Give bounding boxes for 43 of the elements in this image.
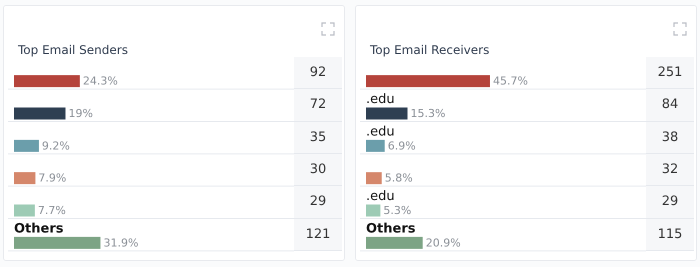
bar — [14, 204, 35, 216]
data-label: 251 — [646, 57, 694, 90]
bar — [14, 75, 80, 88]
y-tick-label: Others — [14, 221, 64, 236]
data-label: 9.2% — [42, 139, 70, 152]
y-tick-label: .edu — [366, 189, 395, 204]
data-label: 5.8% — [384, 172, 413, 185]
bar — [366, 172, 382, 184]
chart-title: Top Email Receivers — [369, 43, 490, 57]
bar — [14, 236, 100, 249]
data-label: 29 — [294, 186, 342, 219]
data-label: 35 — [294, 122, 342, 154]
y-tick-label: .edu — [366, 92, 395, 107]
y-tick-label: .edu — [366, 124, 395, 140]
bar — [366, 108, 408, 120]
y-tick-label: Others — [366, 221, 416, 236]
bar — [366, 75, 490, 88]
chart-title: Top Email Senders — [17, 43, 128, 57]
data-label: 7.9% — [38, 172, 66, 185]
data-label: 84 — [646, 89, 694, 122]
data-label: 20.9% — [426, 236, 461, 250]
bar — [366, 236, 423, 249]
data-label: 31.9% — [103, 236, 138, 250]
data-label: 19% — [68, 107, 93, 120]
data-label: 38 — [646, 122, 694, 154]
data-label: 30 — [294, 154, 342, 186]
bar — [366, 140, 385, 152]
bar — [366, 204, 380, 216]
data-label: 29 — [646, 186, 694, 219]
bar — [14, 172, 36, 184]
data-label: 5.3% — [383, 204, 412, 217]
data-label: 45.7% — [492, 74, 528, 88]
data-label: 115 — [646, 218, 694, 251]
data-label: 92 — [294, 57, 342, 90]
data-label: 121 — [294, 218, 342, 251]
bar — [14, 108, 66, 120]
data-label: 72 — [294, 89, 342, 122]
data-label: 32 — [646, 154, 694, 186]
data-label: 15.3% — [410, 107, 446, 120]
data-label: 7.7% — [38, 204, 66, 217]
bar — [14, 140, 39, 152]
data-label: 24.3% — [82, 74, 118, 88]
data-label: 6.9% — [388, 139, 416, 152]
